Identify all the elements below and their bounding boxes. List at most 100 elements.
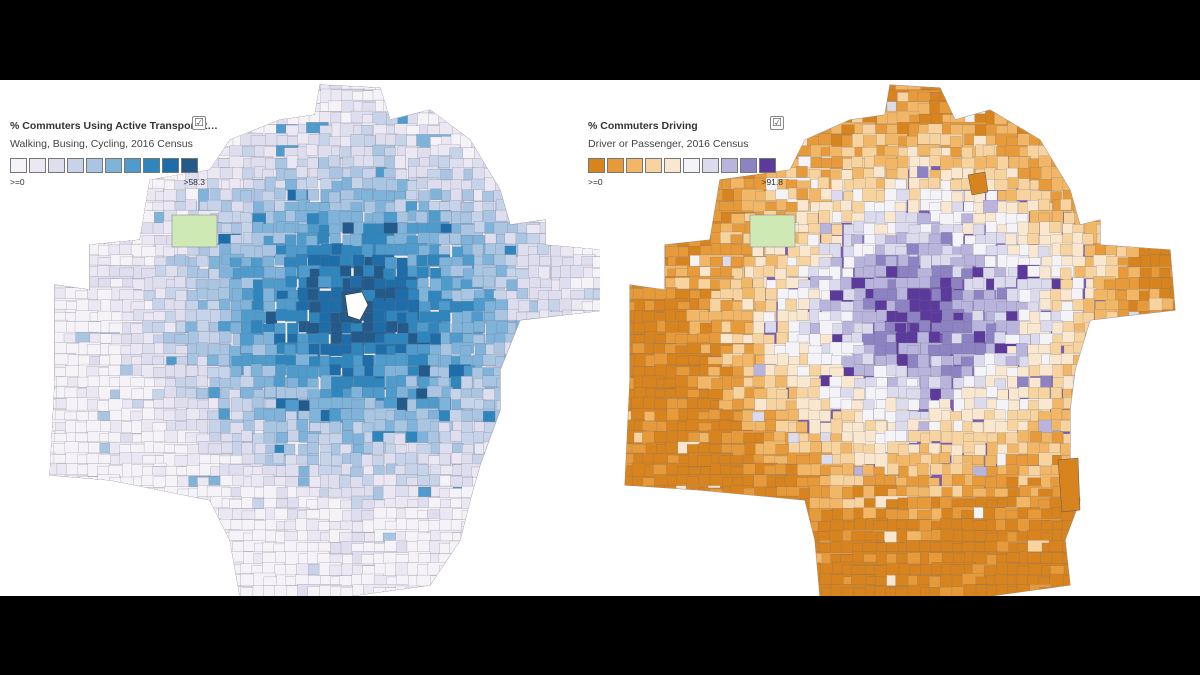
census-tract[interactable] (1173, 123, 1200, 169)
census-tract[interactable] (1161, 476, 1184, 500)
census-tract[interactable] (787, 409, 800, 421)
census-tract[interactable] (1072, 408, 1095, 421)
census-tract[interactable] (612, 213, 657, 258)
census-tract[interactable] (1104, 518, 1128, 542)
census-tract[interactable] (120, 80, 165, 102)
census-tract[interactable] (166, 497, 189, 542)
census-tract[interactable] (219, 298, 231, 311)
census-tract[interactable] (241, 167, 254, 180)
census-tract[interactable] (610, 235, 633, 258)
census-tract[interactable] (43, 80, 65, 124)
census-tract[interactable] (1160, 518, 1200, 563)
census-tract[interactable] (241, 288, 254, 300)
census-tract[interactable] (56, 586, 101, 596)
census-tract[interactable] (796, 80, 841, 123)
census-tract[interactable] (741, 298, 754, 310)
census-tract[interactable] (1084, 244, 1096, 257)
census-tract[interactable] (32, 268, 54, 291)
census-tract[interactable] (1117, 487, 1162, 511)
census-tract[interactable] (1171, 333, 1194, 357)
census-tract[interactable] (1170, 319, 1192, 343)
census-tract[interactable] (1193, 323, 1200, 367)
census-tract[interactable] (1162, 145, 1185, 191)
census-tract[interactable] (559, 454, 600, 499)
census-tract[interactable] (653, 519, 676, 565)
census-tract[interactable] (1115, 224, 1161, 247)
census-tract[interactable] (252, 221, 264, 234)
census-tract[interactable] (569, 464, 600, 488)
census-tract[interactable] (22, 463, 44, 507)
census-tract[interactable] (340, 376, 352, 388)
census-tract[interactable] (33, 80, 78, 125)
census-tract[interactable] (656, 554, 679, 596)
census-tract[interactable] (1183, 291, 1200, 313)
census-tract[interactable] (493, 441, 516, 464)
census-tract[interactable] (677, 497, 722, 520)
census-tract[interactable] (495, 400, 508, 412)
census-tract[interactable] (1192, 378, 1200, 400)
census-tract[interactable] (665, 508, 688, 553)
census-tract[interactable] (1173, 356, 1200, 379)
census-tract[interactable] (153, 587, 199, 597)
census-tract[interactable] (166, 576, 190, 596)
census-tract[interactable] (527, 375, 540, 399)
census-tract[interactable] (33, 573, 56, 596)
census-tract[interactable] (538, 487, 561, 532)
census-tract[interactable] (612, 498, 635, 522)
census-tract[interactable] (1117, 146, 1141, 169)
census-tract[interactable] (120, 529, 143, 574)
census-tract[interactable] (851, 156, 863, 168)
census-tract[interactable] (1184, 115, 1200, 159)
census-tract[interactable] (753, 343, 765, 356)
census-tract[interactable] (0, 543, 21, 565)
census-tract[interactable] (897, 265, 910, 278)
census-tract[interactable] (796, 90, 819, 135)
census-tract[interactable] (295, 253, 308, 266)
census-tract[interactable] (582, 531, 600, 554)
census-tract[interactable] (817, 80, 863, 102)
census-tract[interactable] (819, 299, 831, 312)
census-tract[interactable] (0, 476, 21, 520)
census-tract[interactable] (1074, 92, 1119, 115)
census-tract[interactable] (350, 275, 362, 288)
census-tract[interactable] (75, 221, 98, 244)
census-tract[interactable] (474, 506, 519, 530)
census-tract[interactable] (1181, 442, 1200, 486)
census-tract[interactable] (949, 136, 962, 148)
census-tract[interactable] (1148, 81, 1171, 126)
census-tract[interactable] (53, 508, 98, 554)
census-tract[interactable] (1195, 301, 1200, 345)
census-tract[interactable] (1171, 169, 1194, 193)
census-tract[interactable] (676, 188, 699, 233)
census-tract[interactable] (10, 563, 55, 596)
census-tract[interactable] (1158, 487, 1181, 532)
census-tract[interactable] (1128, 155, 1151, 200)
census-tract[interactable] (570, 321, 594, 366)
census-tract[interactable] (1196, 178, 1200, 222)
census-tract[interactable] (416, 574, 462, 596)
census-tract[interactable] (100, 565, 124, 589)
census-tract[interactable] (1063, 212, 1075, 224)
census-tract[interactable] (581, 200, 600, 245)
census-tract[interactable] (78, 189, 102, 235)
census-tract[interactable] (540, 442, 563, 488)
census-tract[interactable] (810, 441, 822, 453)
census-tract[interactable] (527, 111, 572, 135)
census-tract[interactable] (460, 553, 505, 596)
census-tract[interactable] (526, 488, 571, 512)
census-tract[interactable] (1093, 209, 1105, 222)
census-tract[interactable] (1117, 453, 1163, 476)
census-tract[interactable] (427, 354, 439, 366)
census-tract[interactable] (438, 156, 450, 168)
census-tract[interactable] (405, 375, 418, 388)
census-tract[interactable] (263, 200, 275, 212)
census-tract[interactable] (950, 366, 962, 378)
census-tract[interactable] (548, 189, 571, 235)
census-tract[interactable] (1006, 300, 1018, 313)
census-tract[interactable] (9, 389, 54, 412)
census-tract[interactable] (592, 574, 600, 596)
census-tract[interactable] (155, 510, 200, 555)
census-tract[interactable] (0, 214, 22, 258)
census-tract[interactable] (66, 80, 89, 102)
census-tract[interactable] (654, 529, 677, 574)
